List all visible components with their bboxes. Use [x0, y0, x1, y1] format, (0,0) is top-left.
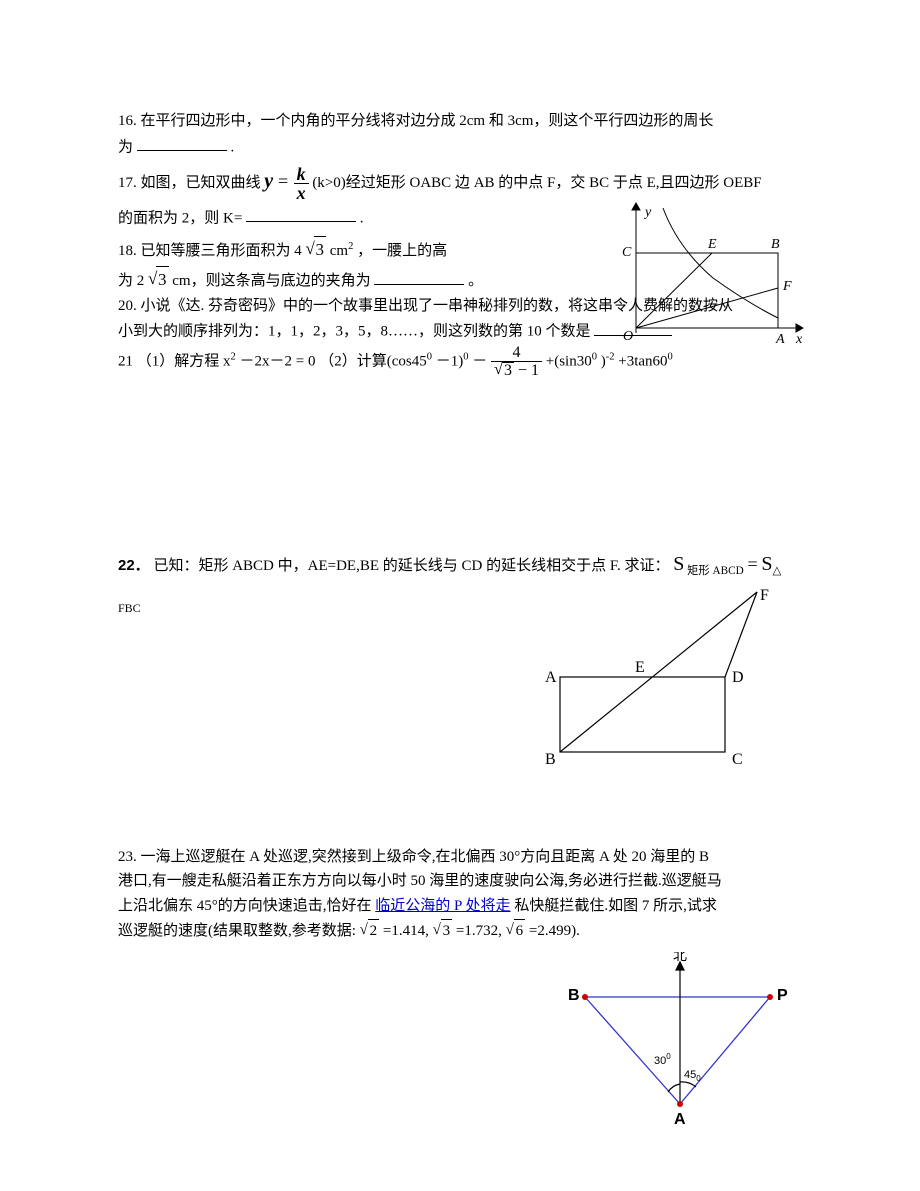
q21-fn: 4: [491, 345, 542, 362]
q21-s1: 2: [231, 351, 236, 362]
q21-m2: －1): [436, 353, 464, 369]
fig17-A: A: [775, 332, 785, 347]
f23-30: 300: [654, 1052, 671, 1067]
q18-l2a: 为 2: [118, 273, 144, 289]
q23-l3: 上沿北偏东 45°的方向快速追击,恰好在 临近公海的 P 处将走 私快艇拦截住.…: [118, 895, 805, 918]
q23-link[interactable]: 临近公海的 P 处将走: [375, 898, 510, 914]
blank-18: [374, 269, 464, 286]
f23-45: 450: [684, 1069, 701, 1083]
fig17-C: C: [622, 245, 632, 260]
q22-line1: 22． 已知：矩形 ABCD 中，AE=DE,BE 的延长线与 CD 的延长线相…: [118, 549, 805, 579]
q17-pre: 17. 如图，已知双曲线: [118, 174, 264, 190]
q18-l1b: cm: [330, 243, 348, 259]
q17-period: .: [360, 210, 364, 226]
q21-s0c: 0: [592, 351, 597, 362]
fig17-F: F: [782, 279, 792, 294]
q21-minus: －: [472, 353, 491, 369]
q21: 21 （1）解方程 x2 －2x－2 = 0 （2）计算(cos450 －1)0…: [118, 345, 805, 379]
q22-S2: S: [761, 553, 772, 575]
q17-l2a: 的面积为 2，则 K=: [118, 210, 242, 226]
q17-eq: =: [277, 170, 294, 190]
figure-23: 北 B P A 300 450: [540, 952, 810, 1132]
q21-m1: －2x－2 = 0 （2）计算(cos45: [240, 353, 427, 369]
q21-s0a: 0: [427, 351, 432, 362]
q21-s0b: 0: [463, 351, 468, 362]
q18-l1a: 18. 已知等腰三角形面积为 4: [118, 243, 302, 259]
q23-l2: 港口,有一艘走私艇沿着正东方方向以每小时 50 海里的速度驶向公海,务必进行拦截…: [118, 870, 805, 893]
q23-t1: 23. 一海上巡逻艇在 A 处巡逻,突然接到上级命令,在北偏西 30°方向且距离…: [118, 849, 709, 865]
q18-sup2: 2: [348, 241, 353, 252]
q23-v2: =1.732,: [456, 923, 502, 939]
fig23-svg: 北 B P A 300 450: [540, 952, 810, 1132]
sqrt-18-1: 3: [306, 236, 327, 263]
f22-B: B: [545, 751, 556, 768]
q16-period: .: [231, 139, 235, 155]
fig17-B: B: [771, 237, 780, 252]
f22-D: D: [732, 669, 744, 686]
q23-v1: =1.414,: [383, 923, 429, 939]
f23-B: B: [568, 987, 580, 1004]
q22-S1s: 矩形 ABCD: [684, 565, 743, 577]
q21-frac: 4 3 − 1: [491, 345, 542, 379]
fig17-x: x: [795, 332, 803, 347]
q16-line2: 为 .: [118, 135, 805, 159]
q23-t2: 港口,有一艘走私艇沿着正东方方向以每小时 50 海里的速度驶向公海,务必进行拦截…: [118, 873, 722, 889]
q17-line1: 17. 如图，已知双曲线 y = k x (k>0)经过矩形 OABC 边 AB…: [118, 165, 805, 202]
fig17-O: O: [623, 329, 633, 344]
q21-fd: 3 − 1: [491, 362, 542, 379]
q23-t3b: 私快艇拦截住.如图 7 所示,试求: [514, 898, 717, 914]
figure-17: y x O C B A E F: [608, 198, 808, 348]
q17-k: k: [294, 165, 309, 184]
q22-ta: 已知：矩形 ABCD 中，AE=DE,BE 的延长线与 CD 的延长线相交于点 …: [153, 558, 669, 574]
q21-rest: − 1: [514, 362, 539, 379]
q18-end: 。: [468, 273, 483, 289]
q18-l1c: ，一腰上的高: [357, 243, 447, 259]
q20-l2: 小到大的顺序排列为：1，1，2，3，5，8……，则这列数的第 10 个数是: [118, 324, 591, 340]
sqrt-23-3: 6: [506, 919, 526, 943]
f23-A: A: [674, 1111, 686, 1128]
f23-north: 北: [673, 952, 687, 964]
q17-mid: (k>0)经过矩形 OABC 边 AB 的中点 F，交 BC 于点 E,且四边形…: [312, 174, 761, 190]
q16-text-b: 为: [118, 139, 133, 155]
q22-eq: =: [747, 554, 757, 574]
q23-t3a: 上沿北偏东 45°的方向快速追击,恰好在: [118, 898, 372, 914]
f23-P: P: [777, 987, 788, 1004]
q22-num: 22．: [118, 557, 150, 574]
fig17-y: y: [643, 205, 652, 220]
q21-sqrt: 3: [494, 362, 514, 379]
q23-t4a: 巡逻艇的速度(结果取整数,参考数据:: [118, 923, 356, 939]
blank-17: [246, 206, 356, 223]
fig22-svg: A E D F B C: [520, 582, 780, 782]
f22-A: A: [545, 669, 557, 686]
q22-fbc: FBC: [118, 601, 141, 615]
blank-16: [137, 135, 227, 152]
figure-22: A E D F B C: [520, 582, 780, 782]
q17-frac: k x: [294, 165, 309, 202]
q17-y: y: [264, 169, 273, 191]
q23-l4: 巡逻艇的速度(结果取整数,参考数据: 2 =1.414, 3 =1.732, 6…: [118, 919, 805, 943]
sqrt-23-2: 3: [433, 919, 453, 943]
q17-x: x: [294, 184, 309, 202]
q21-after: +(sin30: [546, 353, 592, 369]
fig17-E: E: [707, 237, 717, 252]
q21-plus: +3tan60: [618, 353, 667, 369]
fig17-svg: y x O C B A E F: [608, 198, 808, 348]
f22-F: F: [760, 587, 769, 604]
q21-s0d: 0: [668, 351, 673, 362]
q23-v3: =2.499).: [529, 923, 580, 939]
f22-E: E: [635, 659, 645, 676]
q21-pre: 21 （1）解方程 x: [118, 353, 231, 369]
sqrt-23-1: 2: [360, 919, 380, 943]
q21-sm2: -2: [606, 351, 615, 362]
q23-l1: 23. 一海上巡逻艇在 A 处巡逻,突然接到上级命令,在北偏西 30°方向且距离…: [118, 846, 805, 869]
q22-S1: S: [673, 553, 684, 575]
q22-S2s: △: [773, 565, 782, 577]
f22-C: C: [732, 751, 743, 768]
q18-l2b: cm，则这条高与底边的夹角为: [172, 273, 370, 289]
sqrt-18-2: 3: [148, 266, 169, 293]
q16-text-a: 16. 在平行四边形中，一个内角的平分线将对边分成 2cm 和 3cm，则这个平…: [118, 113, 713, 129]
q16-line1: 16. 在平行四边形中，一个内角的平分线将对边分成 2cm 和 3cm，则这个平…: [118, 110, 805, 133]
